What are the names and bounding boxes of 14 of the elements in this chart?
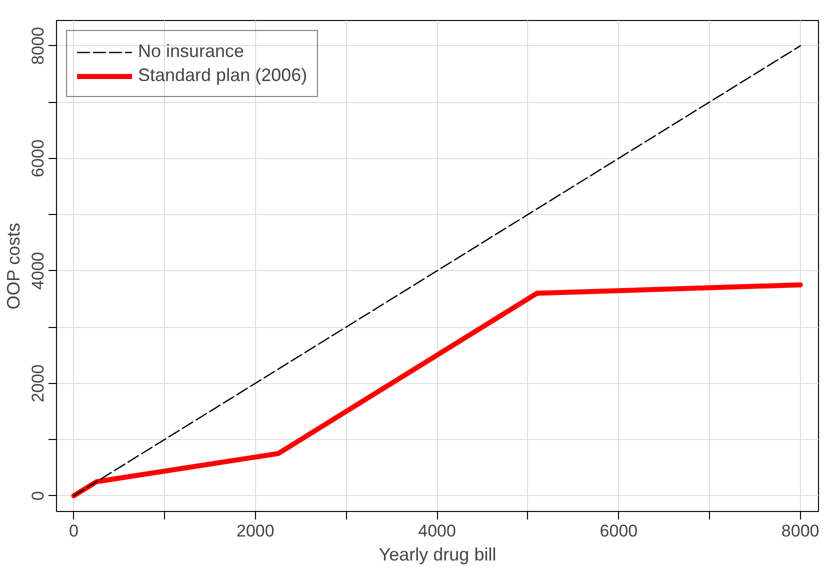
x-axis-title: Yearly drug bill (378, 544, 496, 564)
y-axis-title: OOP costs (4, 222, 24, 310)
legend-label: No insurance (138, 41, 244, 62)
legend-label: Standard plan (2006) (138, 65, 308, 86)
x-tick-label: 0 (69, 522, 78, 540)
x-tick-label: 4000 (418, 522, 456, 540)
x-tick-label: 8000 (781, 522, 820, 540)
y-tick-label: 6000 (28, 139, 48, 178)
y-tick-label: 2000 (28, 364, 48, 402)
y-tick-label: 4000 (28, 252, 48, 290)
y-tick-label: 0 (28, 491, 48, 500)
x-tick-label: 6000 (600, 522, 638, 540)
y-tick-label: 8000 (28, 26, 48, 65)
x-tick-label: 2000 (236, 522, 274, 540)
